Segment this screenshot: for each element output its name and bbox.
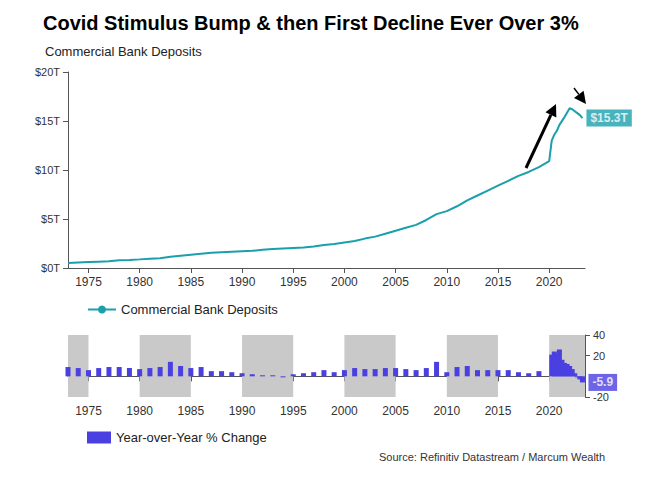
svg-text:1975: 1975 <box>75 404 102 418</box>
svg-text:2010: 2010 <box>433 275 460 289</box>
svg-text:2005: 2005 <box>382 275 409 289</box>
svg-text:2020: 2020 <box>536 404 563 418</box>
svg-text:1990: 1990 <box>229 404 256 418</box>
svg-text:$5T: $5T <box>41 213 60 225</box>
svg-text:2000: 2000 <box>331 404 358 418</box>
svg-text:1980: 1980 <box>126 404 153 418</box>
svg-text:1980: 1980 <box>126 275 153 289</box>
svg-text:1975: 1975 <box>75 275 102 289</box>
svg-text:Covid Stimulus Bump & then Fir: Covid Stimulus Bump & then First Decline… <box>43 12 579 34</box>
svg-text:1985: 1985 <box>177 275 204 289</box>
svg-text:2005: 2005 <box>382 404 409 418</box>
svg-text:$20T: $20T <box>35 66 60 78</box>
svg-text:2000: 2000 <box>331 275 358 289</box>
svg-text:2015: 2015 <box>485 404 512 418</box>
svg-text:1990: 1990 <box>229 275 256 289</box>
svg-text:Commercial Bank Deposits: Commercial Bank Deposits <box>45 44 202 59</box>
svg-text:Source: Refinitiv Datastream /: Source: Refinitiv Datastream / Marcum We… <box>379 451 605 463</box>
svg-text:Year-over-Year % Change: Year-over-Year % Change <box>116 430 267 445</box>
svg-text:2020: 2020 <box>536 275 563 289</box>
svg-text:40: 40 <box>593 329 605 341</box>
svg-text:Commercial Bank Deposits: Commercial Bank Deposits <box>121 302 278 317</box>
svg-text:$15.3T: $15.3T <box>590 111 628 125</box>
svg-text:$15T: $15T <box>35 115 60 127</box>
svg-text:20: 20 <box>593 350 605 362</box>
svg-text:1985: 1985 <box>177 404 204 418</box>
svg-text:$0T: $0T <box>41 262 60 274</box>
svg-text:1995: 1995 <box>280 404 307 418</box>
svg-text:-20: -20 <box>593 391 609 403</box>
svg-text:2015: 2015 <box>485 275 512 289</box>
svg-text:-5.9: -5.9 <box>592 375 613 389</box>
svg-text:2010: 2010 <box>433 404 460 418</box>
svg-text:$10T: $10T <box>35 164 60 176</box>
svg-text:1995: 1995 <box>280 275 307 289</box>
